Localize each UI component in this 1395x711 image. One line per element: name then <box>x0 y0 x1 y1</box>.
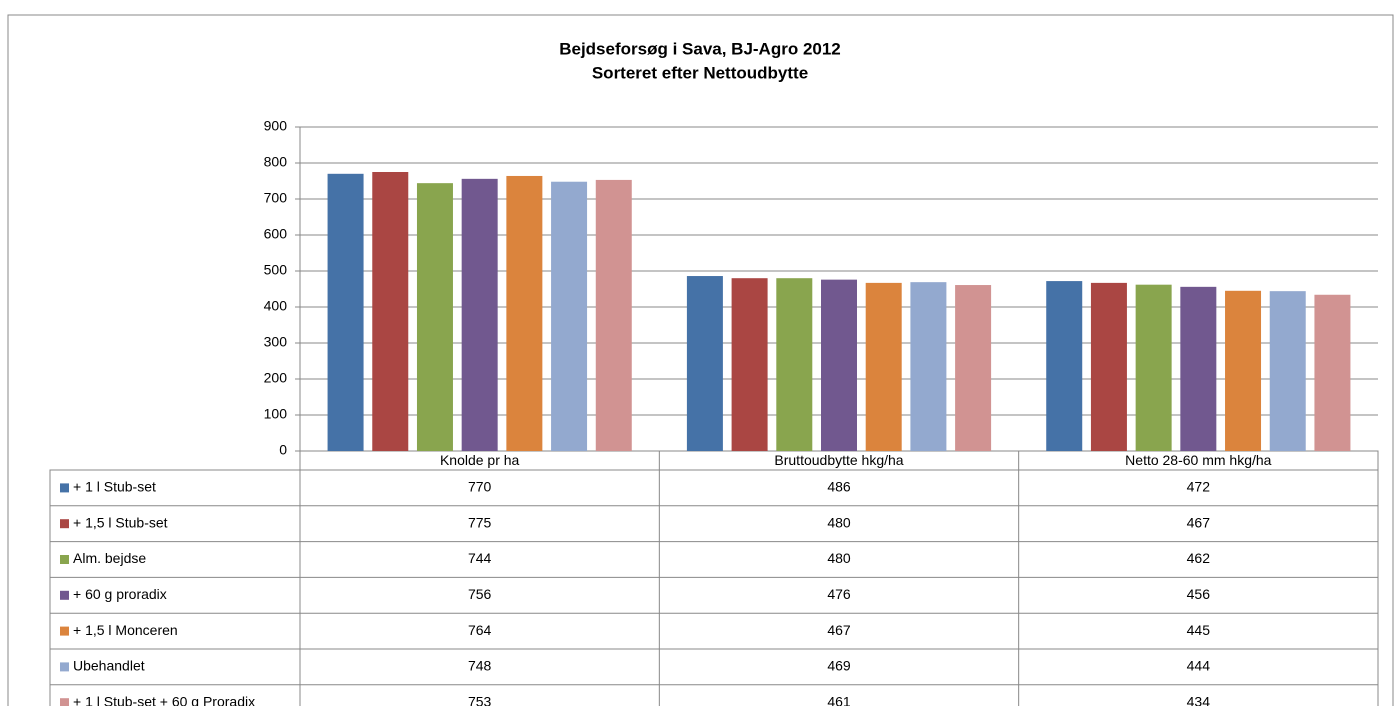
table-value: 445 <box>1187 622 1211 638</box>
table-value: 764 <box>468 622 492 638</box>
chart-title: Bejdseforsøg i Sava, BJ-Agro 2012 <box>559 39 841 58</box>
table-value: 444 <box>1187 658 1211 674</box>
legend-swatch <box>60 698 69 708</box>
y-tick-label: 700 <box>264 190 288 206</box>
legend-swatch <box>60 555 69 564</box>
table-value: 467 <box>827 622 851 638</box>
bar <box>955 285 992 451</box>
legend-swatch <box>60 519 69 529</box>
legend-swatch <box>60 662 69 672</box>
bar <box>461 178 498 451</box>
y-tick-label: 500 <box>264 262 288 278</box>
legend-swatch <box>60 590 69 600</box>
table-value: 456 <box>1187 586 1211 602</box>
table-value: 753 <box>468 693 492 706</box>
y-tick-label: 800 <box>264 154 288 170</box>
bar <box>910 282 947 451</box>
table-value: 434 <box>1187 693 1211 706</box>
bar <box>731 278 768 451</box>
bar <box>1269 291 1306 451</box>
legend-label: Alm. bejdse <box>73 550 146 566</box>
table-value: 480 <box>827 514 851 530</box>
bar <box>776 278 813 451</box>
x-tick-label: Bruttoudbytte hkg/ha <box>774 452 903 468</box>
table-value: 467 <box>1187 514 1211 530</box>
bar <box>1314 294 1351 451</box>
x-tick-label: Knolde pr ha <box>440 452 520 468</box>
y-tick-label: 0 <box>279 442 287 458</box>
table-value: 756 <box>468 586 492 602</box>
table-value: 469 <box>827 658 851 674</box>
x-tick-label: Netto 28-60 mm hkg/ha <box>1125 452 1272 468</box>
legend-label: + 1 l Stub-set + 60 g Proradix <box>73 693 255 706</box>
bar <box>1046 281 1083 451</box>
legend-label: + 1,5 l Monceren <box>73 622 178 638</box>
y-tick-label: 600 <box>264 226 288 242</box>
bar <box>506 175 543 451</box>
bar <box>1180 286 1217 451</box>
table-value: 770 <box>468 479 492 495</box>
bar <box>327 173 364 452</box>
bar <box>821 279 857 451</box>
y-tick-label: 200 <box>264 370 288 386</box>
legend-label: + 1 l Stub-set <box>73 479 156 495</box>
bar <box>1225 290 1262 451</box>
bar <box>865 282 902 451</box>
table-body <box>49 469 1379 711</box>
chart-subtitle: Sorteret efter Nettoudbytte <box>592 63 808 82</box>
table-value: 775 <box>468 514 492 530</box>
y-tick-label: 300 <box>264 334 288 350</box>
table-value: 472 <box>1187 479 1211 495</box>
bar <box>595 179 632 452</box>
bar <box>1135 284 1172 451</box>
y-tick-label: 400 <box>264 298 288 314</box>
table-value: 748 <box>468 658 492 674</box>
table-value: 476 <box>827 586 851 602</box>
legend-label: + 1,5 l Stub-set <box>73 514 168 530</box>
bar <box>1090 282 1127 451</box>
bar <box>372 172 409 451</box>
bar <box>686 276 723 451</box>
table-value: 744 <box>468 550 492 566</box>
bar <box>551 181 588 451</box>
legend-swatch <box>60 483 69 493</box>
chart-border <box>7 14 1394 706</box>
table-value: 462 <box>1187 550 1211 566</box>
table-value: 486 <box>827 479 851 495</box>
y-tick-label: 900 <box>264 118 288 134</box>
table-value: 480 <box>827 550 851 566</box>
table-value: 461 <box>827 693 851 706</box>
legend-label: + 60 g proradix <box>73 586 167 602</box>
legend-swatch <box>60 626 69 636</box>
legend-label: Ubehandlet <box>73 658 145 674</box>
bar <box>416 183 453 451</box>
y-tick-label: 100 <box>264 406 288 422</box>
